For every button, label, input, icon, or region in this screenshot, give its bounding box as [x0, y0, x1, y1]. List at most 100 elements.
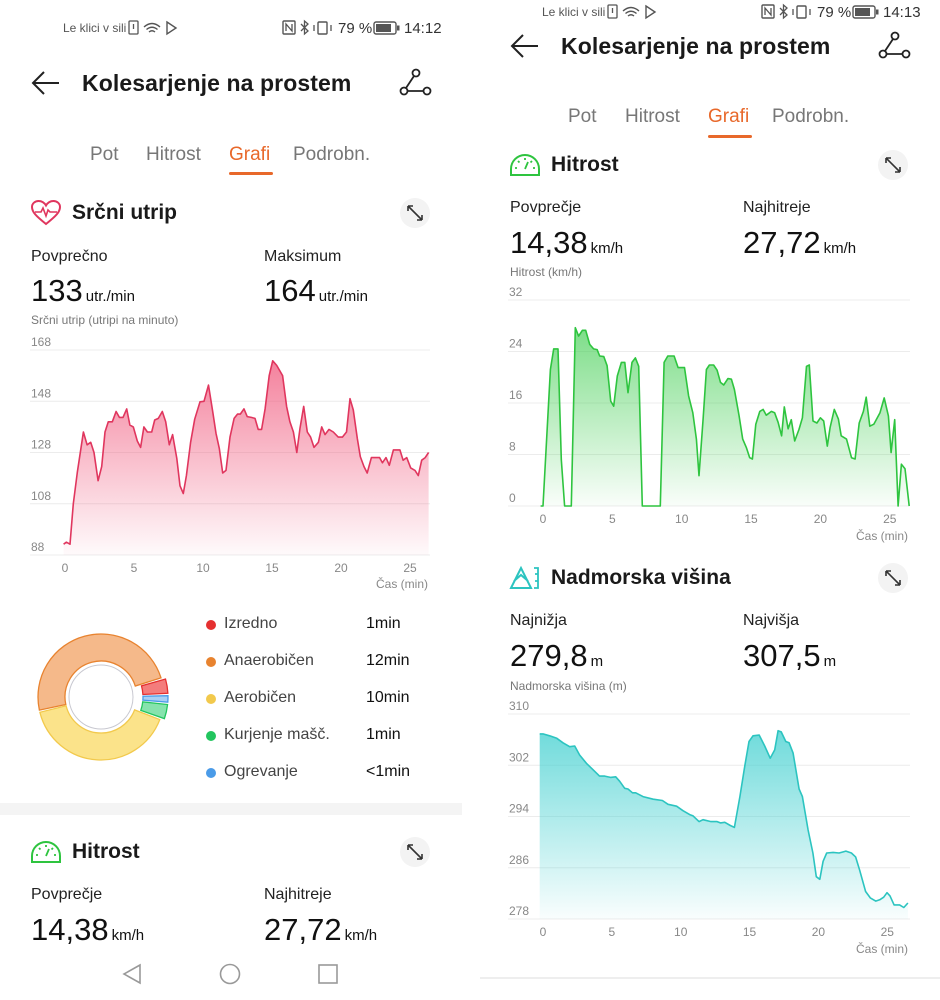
y-tick-label: 286 — [509, 853, 529, 867]
tab-pot[interactable]: Pot — [568, 106, 597, 127]
zone-value: 12min — [366, 652, 410, 669]
max-elevation-unit: m — [823, 653, 837, 670]
avg-speed-label: Povprečje — [510, 199, 582, 216]
status-time: 14:12 — [404, 20, 442, 37]
avg-speed: 14,38 km/h — [510, 225, 623, 261]
zone-value: <1min — [366, 763, 411, 780]
series-line — [540, 326, 910, 507]
x-tick-label: 25 — [883, 512, 897, 526]
max-speed-unit: km/h — [344, 927, 378, 944]
route-icon[interactable] — [878, 31, 912, 61]
avg-speed-label: Povprečje — [31, 886, 103, 903]
vibrate-icon — [317, 21, 328, 35]
min-elevation-label: Najnižja — [510, 612, 567, 629]
status-icons-left — [607, 4, 657, 20]
status-battery-percent: 79 % — [817, 4, 852, 21]
x-tick-label: 10 — [675, 512, 689, 526]
hr-axis-title: Srčni utrip (utripi na minuto) — [31, 313, 179, 327]
back-arrow-icon[interactable] — [31, 70, 61, 96]
x-axis-title: Čas (min) — [856, 941, 908, 956]
page-title: Kolesarjenje na prostem — [561, 33, 831, 59]
sim-alert-icon — [128, 20, 139, 35]
expand-heart-chart-button[interactable] — [400, 198, 430, 228]
elevation-chart: 278 286 294 302 310 0 5 10 15 20 25 Čas (min) — [508, 699, 910, 956]
x-tick-label: 20 — [334, 561, 348, 575]
avg-hr-value: 133 — [31, 273, 83, 308]
speed-chart: 0 8 16 24 32 0 5 10 15 20 25 Čas (min) — [508, 285, 910, 543]
y-tick-label: 108 — [31, 489, 51, 503]
avg-hr: 133 utr./min — [31, 273, 135, 309]
wifi-icon — [143, 22, 161, 33]
x-axis-title: Čas (min) — [856, 528, 908, 543]
section-divider — [0, 803, 462, 815]
max-hr: 164 utr./min — [264, 273, 368, 309]
recents-nav-icon[interactable] — [318, 964, 338, 984]
bluetooth-icon — [300, 19, 309, 36]
expand-elevation-chart-button[interactable] — [878, 563, 908, 593]
tab-pot[interactable]: Pot — [90, 144, 119, 165]
status-battery-percent: 79 % — [338, 20, 373, 37]
play-store-icon — [166, 20, 178, 36]
home-nav-icon[interactable] — [219, 963, 241, 985]
max-elevation-value: 307,5 — [743, 638, 821, 673]
donut-slice — [139, 701, 169, 720]
max-hr-unit: utr./min — [318, 288, 368, 305]
active-tab-indicator — [229, 172, 273, 175]
zone-label: Anaerobičen — [224, 652, 314, 669]
x-tick-label: 5 — [609, 512, 616, 526]
bottom-divider — [480, 977, 940, 979]
tab-hitrost[interactable]: Hitrost — [625, 106, 680, 127]
tab-grafi[interactable]: Grafi — [708, 106, 750, 127]
x-tick-label: 10 — [674, 925, 688, 939]
back-nav-icon[interactable] — [122, 963, 141, 985]
tab-grafi[interactable]: Grafi — [229, 144, 271, 165]
series-line — [539, 729, 909, 909]
expand-icon — [407, 205, 423, 221]
zone-dot-ogrevanje — [206, 768, 216, 778]
y-tick-label: 148 — [31, 386, 51, 400]
y-tick-label: 278 — [509, 904, 529, 918]
back-arrow-icon[interactable] — [510, 33, 540, 59]
battery-icon — [852, 5, 879, 19]
status-time: 14:13 — [883, 4, 921, 21]
area-fill — [540, 327, 910, 506]
max-speed-value: 27,72 — [264, 912, 342, 947]
heart-zone-donut — [37, 633, 169, 761]
route-icon[interactable] — [399, 68, 433, 98]
y-tick-label: 0 — [509, 491, 516, 505]
x-tick-label: 15 — [743, 925, 757, 939]
expand-speed-chart-button[interactable] — [878, 150, 908, 180]
elevation-axis-title: Nadmorska višina (m) — [510, 679, 627, 693]
area-fill — [539, 730, 908, 919]
avg-speed: 14,38 km/h — [31, 912, 144, 948]
expand-icon — [885, 157, 901, 173]
x-tick-label: 0 — [62, 561, 69, 575]
expand-speed-chart-button[interactable] — [400, 837, 430, 867]
elevation-icon — [509, 565, 539, 589]
x-tick-label: 10 — [196, 561, 210, 575]
y-tick-label: 294 — [509, 802, 529, 816]
x-tick-label: 0 — [540, 925, 547, 939]
y-tick-label: 16 — [509, 388, 523, 402]
y-tick-label: 302 — [509, 750, 529, 764]
donut-slice — [140, 678, 169, 696]
tab-hitrost[interactable]: Hitrost — [146, 144, 201, 165]
active-tab-indicator — [708, 135, 752, 138]
min-elevation-value: 279,8 — [510, 638, 588, 673]
nfc-icon — [761, 4, 775, 19]
donut-slice — [142, 695, 169, 703]
x-tick-label: 25 — [881, 925, 895, 939]
vibrate-icon — [796, 5, 807, 19]
zone-dot-izredno — [206, 620, 216, 630]
tab-podrobn[interactable]: Podrobn. — [293, 144, 371, 165]
expand-icon — [407, 844, 423, 860]
x-tick-label: 5 — [609, 925, 616, 939]
y-tick-label: 310 — [509, 699, 529, 713]
max-speed-label: Najhitreje — [264, 886, 332, 903]
max-hr-value: 164 — [264, 273, 316, 308]
x-tick-label: 25 — [403, 561, 417, 575]
x-tick-label: 20 — [814, 512, 828, 526]
series-line — [63, 360, 430, 545]
tab-podrobn[interactable]: Podrobn. — [772, 106, 850, 127]
